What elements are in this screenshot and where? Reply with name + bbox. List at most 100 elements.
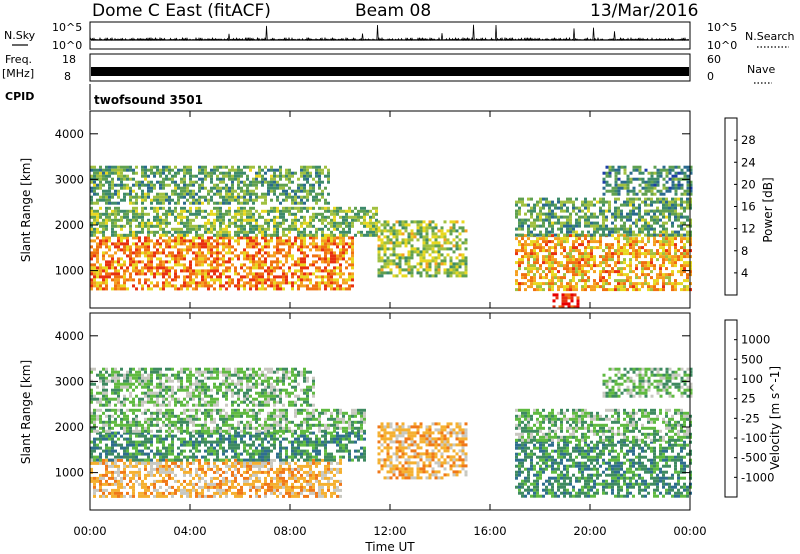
heatmap-cell — [126, 431, 129, 435]
heatmap-cell — [665, 243, 668, 247]
heatmap-cell — [147, 470, 150, 474]
heatmap-cell — [132, 183, 135, 187]
heatmap-cell — [315, 287, 318, 291]
heatmap-cell — [288, 491, 291, 495]
heatmap-cell — [228, 209, 231, 213]
heatmap-cell — [219, 209, 222, 213]
heatmap-cell — [578, 258, 581, 262]
heatmap-cell — [590, 267, 593, 271]
heatmap-cell — [111, 491, 114, 495]
heatmap-cell — [443, 241, 447, 245]
heatmap-cell — [297, 260, 300, 264]
heatmap-cell — [126, 440, 129, 444]
heatmap-cell — [276, 245, 279, 249]
y-tick-label: 3000 — [55, 172, 84, 186]
heatmap-cell — [249, 278, 252, 282]
heatmap-cell — [407, 271, 411, 275]
heatmap-cell — [686, 249, 689, 253]
heatmap-cell — [231, 473, 234, 477]
heatmap-cell — [539, 249, 542, 253]
heatmap-cell — [680, 168, 684, 172]
heatmap-cell — [93, 171, 96, 175]
heatmap-cell — [554, 261, 557, 265]
heatmap-cell — [336, 221, 339, 225]
heatmap-cell — [219, 227, 222, 231]
heatmap-cell — [243, 206, 246, 210]
heatmap-cell — [225, 464, 228, 468]
heatmap-cell — [258, 215, 261, 219]
heatmap-cell — [662, 252, 665, 256]
heatmap-cell — [602, 177, 606, 181]
heatmap-cell — [135, 165, 138, 169]
heatmap-cell — [123, 168, 126, 172]
heatmap-cell — [165, 266, 168, 270]
heatmap-cell — [611, 252, 614, 256]
heatmap-cell — [186, 461, 189, 465]
heatmap-cell — [276, 284, 279, 288]
heatmap-cell — [195, 467, 198, 471]
heatmap-cell — [111, 263, 114, 267]
heatmap-cell — [575, 261, 578, 265]
heatmap-cell — [452, 262, 456, 266]
heatmap-cell — [410, 265, 414, 269]
heatmap-cell — [351, 224, 354, 228]
heatmap-cell — [683, 252, 686, 256]
heatmap-cell — [114, 278, 117, 282]
heatmap-cell — [282, 476, 285, 480]
heatmap-cell — [530, 279, 533, 283]
heatmap-cell — [189, 168, 192, 172]
heatmap-cell — [243, 479, 246, 483]
heatmap-cell — [377, 220, 381, 224]
heatmap-cell — [434, 271, 438, 275]
heatmap-cell — [575, 224, 578, 228]
heatmap-cell — [380, 247, 384, 251]
heatmap-cell — [662, 273, 665, 277]
heatmap-cell — [270, 281, 273, 285]
heatmap-cell — [327, 284, 330, 288]
heatmap-cell — [285, 227, 288, 231]
heatmap-cell — [279, 201, 282, 205]
heatmap-cell — [653, 252, 656, 256]
heatmap-cell — [342, 254, 345, 258]
heatmap-cell — [321, 236, 324, 240]
heatmap-cell — [410, 235, 414, 239]
heatmap-cell — [216, 266, 219, 270]
heatmap-cell — [542, 218, 545, 222]
heatmap-cell — [174, 272, 177, 276]
heatmap-cell — [380, 229, 384, 233]
heatmap-cell — [653, 267, 656, 271]
heatmap-cell — [530, 212, 533, 216]
heatmap-cell — [410, 256, 414, 260]
heatmap-cell — [138, 245, 141, 249]
heatmap-cell — [419, 262, 423, 266]
heatmap-cell — [192, 183, 195, 187]
heatmap-cell — [306, 165, 309, 169]
heatmap-cell — [629, 243, 632, 247]
heatmap-cell — [255, 192, 258, 196]
heatmap-cell — [222, 242, 225, 246]
heatmap-cell — [279, 479, 282, 483]
heatmap-cell — [93, 437, 96, 441]
heatmap-cell — [285, 183, 288, 187]
heatmap-cell — [231, 195, 234, 199]
heatmap-cell — [593, 279, 596, 283]
heatmap-cell — [407, 235, 411, 239]
heatmap-cell — [219, 275, 222, 279]
heatmap-cell — [150, 257, 153, 261]
heatmap-cell — [213, 260, 216, 264]
heatmap-cell — [135, 209, 138, 213]
heatmap-cell — [626, 174, 630, 178]
heatmap-cell — [117, 269, 120, 273]
heatmap-cell — [219, 242, 222, 246]
heatmap-cell — [674, 200, 677, 204]
heatmap-cell — [416, 238, 420, 242]
heatmap-cell — [159, 195, 162, 199]
heatmap-cell — [686, 237, 689, 241]
heatmap-cell — [351, 209, 354, 213]
heatmap-cell — [647, 285, 650, 289]
heatmap-cell — [153, 251, 156, 255]
heatmap-cell — [159, 221, 162, 225]
heatmap-cell — [641, 246, 644, 250]
heatmap-cell — [369, 218, 372, 222]
heatmap-cell — [102, 177, 105, 181]
